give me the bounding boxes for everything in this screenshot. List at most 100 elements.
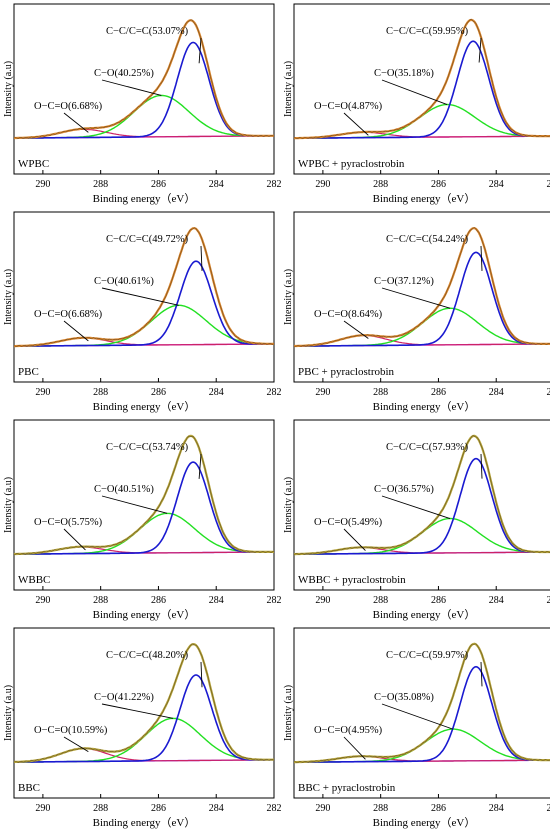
x-tick-label: 286 (151, 179, 166, 190)
x-axis-label: Binding energy（eV） (373, 400, 476, 413)
panel-6: Intensity (a.u) 290 288 286 284 282 Binding en… (283, 419, 550, 621)
x-tick-label: 288 (373, 179, 388, 190)
y-axis-label: Intensity (a.u) (3, 685, 14, 741)
sample-name-label: WBBC (18, 574, 50, 586)
co-percentage-label: C−O(41.22%) (94, 692, 154, 703)
x-tick-label: 290 (315, 803, 330, 814)
cc-percentage-label: C−C/C=C(53.74%) (106, 442, 189, 453)
envelope-curve (294, 227, 550, 348)
oco-percentage-label: O−C=O(4.87%) (314, 101, 383, 112)
x-tick-label: 290 (35, 803, 50, 814)
cc-pointer-line (200, 661, 203, 688)
oco-percentage-label: O−C=O(5.49%) (314, 517, 383, 528)
oco-percentage-label: O−C=O(6.68%) (34, 309, 103, 320)
x-tick-label: 290 (35, 387, 50, 398)
x-tick-label: 282 (267, 387, 282, 398)
sample-name-label: WPBC + pyraclostrobin (298, 158, 405, 170)
plot-frame (13, 211, 275, 383)
raw-data-curve (13, 643, 275, 763)
x-tick-label: 290 (315, 595, 330, 606)
panel-4: Intensity (a.u) 290 288 286 284 282 Binding en… (283, 211, 550, 413)
y-axis-label: Intensity (a.u) (283, 685, 294, 741)
envelope-curve (294, 434, 550, 556)
x-tick-label: 286 (431, 387, 446, 398)
y-axis-label: Intensity (a.u) (3, 477, 14, 533)
cc-pointer-line (478, 37, 482, 63)
oco-pointer-line (343, 528, 366, 551)
sample-name-label: WBBC + pyraclostrobin (298, 574, 406, 586)
cc-percentage-label: C−C/C=C(54.24%) (386, 234, 469, 245)
oco-percentage-label: O−C=O(6.68%) (34, 101, 103, 112)
co-percentage-label: C−O(40.61%) (94, 276, 154, 287)
cc-component-curve (294, 457, 550, 555)
co-pointer-line (381, 495, 451, 519)
x-tick-label: 282 (267, 803, 282, 814)
plot-frame (293, 419, 550, 591)
x-tick-label: 290 (35, 595, 50, 606)
cc-pointer-line (480, 453, 483, 479)
x-tick-label: 284 (209, 595, 224, 606)
cc-percentage-label: C−C/C=C(48.20%) (106, 650, 189, 661)
cc-component-curve (294, 665, 550, 763)
x-tick-label: 288 (373, 595, 388, 606)
co-pointer-line (381, 703, 454, 730)
y-axis-label: Intensity (a.u) (3, 269, 14, 325)
cc-component-curve (14, 674, 274, 763)
co-percentage-label: C−O(35.18%) (374, 68, 434, 79)
x-tick-label: 286 (431, 595, 446, 606)
x-tick-label: 282 (547, 803, 550, 814)
sample-name-label: WPBC (18, 158, 49, 170)
plot-frame (13, 3, 275, 175)
cc-component-curve (293, 251, 550, 347)
co-pointer-line (101, 79, 162, 96)
panel-8: Intensity (a.u) 290 288 286 284 282 Binding en… (283, 627, 550, 829)
cc-component-curve (14, 461, 275, 555)
x-tick-label: 284 (489, 803, 504, 814)
x-tick-label: 290 (315, 387, 330, 398)
oco-pointer-line (343, 112, 369, 136)
envelope-curve (13, 434, 274, 556)
x-tick-label: 284 (209, 803, 224, 814)
co-pointer-line (101, 495, 168, 514)
cc-pointer-line (480, 245, 483, 271)
x-tick-label: 286 (431, 179, 446, 190)
x-tick-label: 284 (489, 387, 504, 398)
x-tick-label: 288 (93, 387, 108, 398)
cc-component-curve (294, 40, 550, 139)
x-tick-label: 282 (547, 595, 550, 606)
envelope-curve (14, 19, 274, 140)
sample-name-label: BBC (18, 782, 40, 794)
y-axis-label: Intensity (a.u) (3, 61, 14, 117)
co-pointer-line (381, 287, 451, 309)
x-tick-label: 282 (267, 179, 282, 190)
x-tick-label: 284 (489, 179, 504, 190)
panel-2: Intensity (a.u) 290 288 286 284 282 Binding en… (283, 3, 550, 205)
co-percentage-label: C−O(35.08%) (374, 692, 434, 703)
cc-percentage-label: C−C/C=C(53.07%) (106, 26, 189, 37)
plot-frame (293, 627, 550, 799)
x-axis-label: Binding energy（eV） (93, 192, 196, 205)
x-tick-label: 284 (489, 595, 504, 606)
plot-frame (13, 419, 275, 591)
plot-frame (293, 211, 550, 383)
cc-component-curve (14, 260, 274, 347)
raw-data-curve (294, 643, 550, 763)
panel-1: Intensity (a.u) 290 288 286 284 282 Binding en… (3, 3, 282, 205)
x-tick-label: 282 (547, 179, 550, 190)
panel-5: Intensity (a.u) 290 288 286 284 282 Binding en… (3, 419, 282, 621)
oco-pointer-line (63, 528, 86, 551)
cc-percentage-label: C−C/C=C(57.93%) (386, 442, 469, 453)
co-percentage-label: C−O(37.12%) (374, 276, 434, 287)
raw-data-curve (293, 227, 550, 347)
x-tick-label: 286 (431, 803, 446, 814)
x-tick-label: 288 (93, 803, 108, 814)
x-tick-label: 286 (151, 595, 166, 606)
co-percentage-label: C−O(36.57%) (374, 484, 434, 495)
panel-3: Intensity (a.u) 290 288 286 284 282 Binding en… (3, 211, 282, 413)
x-tick-label: 288 (373, 387, 388, 398)
oco-pointer-line (63, 112, 89, 133)
oco-pointer-line (343, 320, 369, 339)
panel-7: Intensity (a.u) 290 288 286 284 282 Binding en… (3, 627, 282, 829)
y-axis-label: Intensity (a.u) (283, 61, 294, 117)
